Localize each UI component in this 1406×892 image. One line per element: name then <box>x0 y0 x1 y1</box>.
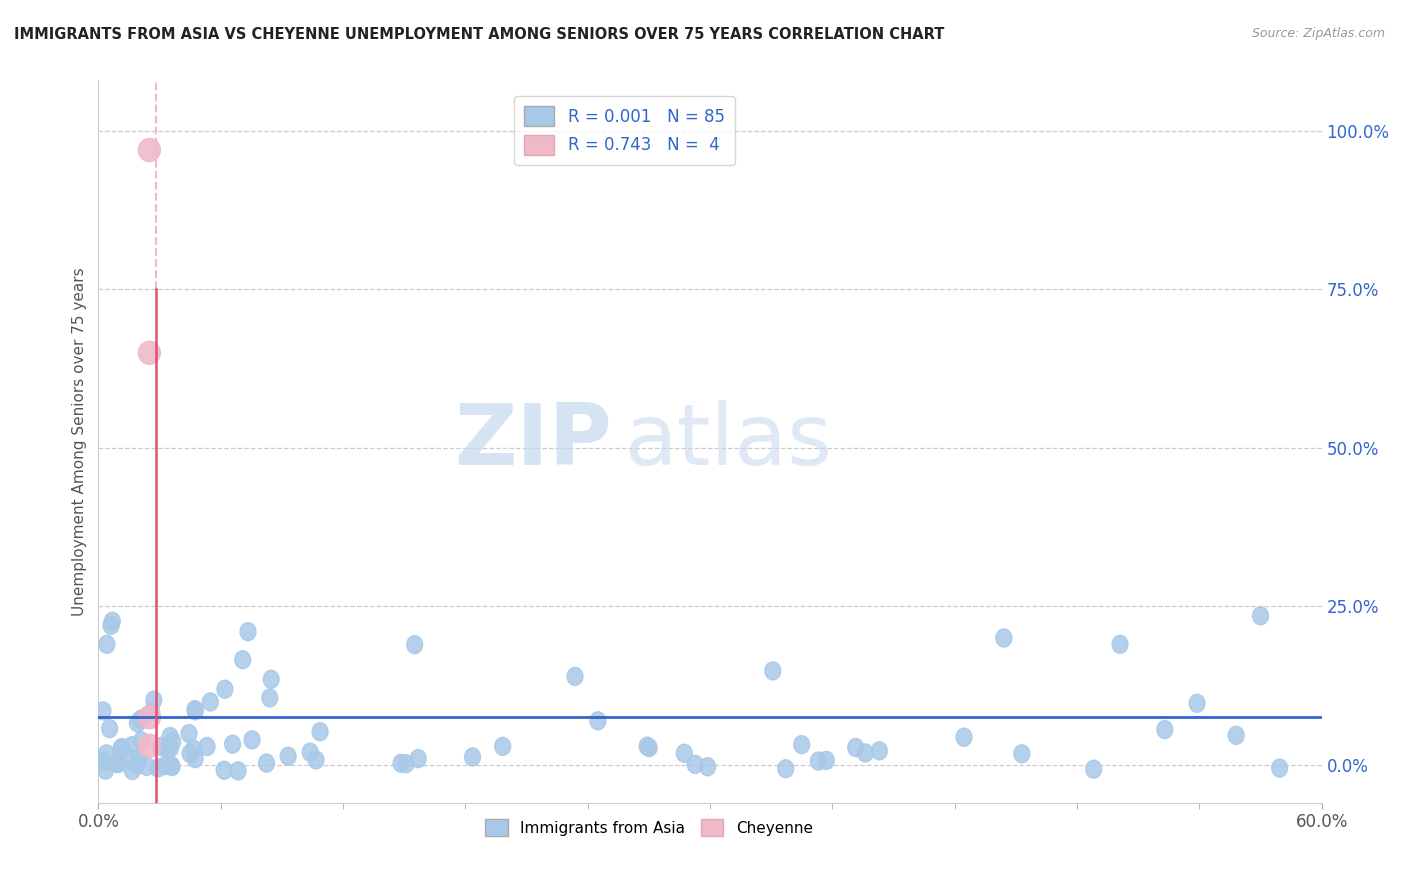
Ellipse shape <box>302 743 318 761</box>
Ellipse shape <box>163 756 179 775</box>
Ellipse shape <box>132 710 149 728</box>
Ellipse shape <box>131 750 146 768</box>
Ellipse shape <box>263 670 280 689</box>
Ellipse shape <box>1085 760 1102 778</box>
Ellipse shape <box>138 138 160 161</box>
Ellipse shape <box>1253 607 1268 625</box>
Ellipse shape <box>676 744 692 763</box>
Y-axis label: Unemployment Among Seniors over 75 years: Unemployment Among Seniors over 75 years <box>72 268 87 615</box>
Ellipse shape <box>245 731 260 749</box>
Ellipse shape <box>1112 635 1128 653</box>
Ellipse shape <box>157 756 173 774</box>
Legend: Immigrants from Asia, Cheyenne: Immigrants from Asia, Cheyenne <box>479 814 818 842</box>
Ellipse shape <box>858 744 873 762</box>
Ellipse shape <box>1189 694 1205 713</box>
Ellipse shape <box>98 745 114 763</box>
Ellipse shape <box>495 738 510 756</box>
Ellipse shape <box>406 636 423 654</box>
Ellipse shape <box>810 752 827 770</box>
Ellipse shape <box>200 738 215 756</box>
Ellipse shape <box>187 700 202 719</box>
Ellipse shape <box>139 757 155 775</box>
Ellipse shape <box>129 714 145 732</box>
Ellipse shape <box>262 689 278 707</box>
Text: ZIP: ZIP <box>454 400 612 483</box>
Text: atlas: atlas <box>624 400 832 483</box>
Ellipse shape <box>765 662 780 680</box>
Ellipse shape <box>97 761 114 779</box>
Ellipse shape <box>280 747 297 765</box>
Ellipse shape <box>150 759 166 777</box>
Ellipse shape <box>259 754 274 772</box>
Ellipse shape <box>111 755 127 772</box>
Text: Source: ZipAtlas.com: Source: ZipAtlas.com <box>1251 27 1385 40</box>
Ellipse shape <box>101 720 118 738</box>
Ellipse shape <box>567 667 583 685</box>
Ellipse shape <box>160 740 176 758</box>
Ellipse shape <box>165 757 180 775</box>
Ellipse shape <box>98 635 115 653</box>
Ellipse shape <box>187 749 202 768</box>
Ellipse shape <box>104 612 121 631</box>
Text: IMMIGRANTS FROM ASIA VS CHEYENNE UNEMPLOYMENT AMONG SENIORS OVER 75 YEARS CORREL: IMMIGRANTS FROM ASIA VS CHEYENNE UNEMPLO… <box>14 27 945 42</box>
Ellipse shape <box>129 756 145 773</box>
Ellipse shape <box>794 736 810 754</box>
Ellipse shape <box>848 739 863 756</box>
Ellipse shape <box>146 691 162 709</box>
Ellipse shape <box>312 723 328 740</box>
Ellipse shape <box>818 751 834 770</box>
Ellipse shape <box>231 762 246 780</box>
Ellipse shape <box>1014 745 1029 763</box>
Ellipse shape <box>398 755 413 772</box>
Ellipse shape <box>165 732 181 751</box>
Ellipse shape <box>202 693 218 711</box>
Ellipse shape <box>591 712 606 730</box>
Ellipse shape <box>112 739 129 757</box>
Ellipse shape <box>872 742 887 760</box>
Ellipse shape <box>138 734 160 757</box>
Ellipse shape <box>138 706 160 729</box>
Ellipse shape <box>96 702 111 720</box>
Ellipse shape <box>143 703 160 721</box>
Ellipse shape <box>1271 759 1288 777</box>
Ellipse shape <box>640 737 655 756</box>
Ellipse shape <box>163 739 179 757</box>
Ellipse shape <box>956 728 972 747</box>
Ellipse shape <box>187 702 204 720</box>
Ellipse shape <box>308 751 323 769</box>
Ellipse shape <box>217 681 233 698</box>
Ellipse shape <box>138 342 160 364</box>
Ellipse shape <box>181 724 197 742</box>
Ellipse shape <box>688 756 703 773</box>
Ellipse shape <box>225 735 240 753</box>
Ellipse shape <box>124 762 141 780</box>
Ellipse shape <box>217 761 232 780</box>
Ellipse shape <box>411 749 426 768</box>
Ellipse shape <box>134 731 149 750</box>
Ellipse shape <box>153 738 169 756</box>
Ellipse shape <box>103 616 120 634</box>
Ellipse shape <box>127 750 142 768</box>
Ellipse shape <box>240 623 256 640</box>
Ellipse shape <box>114 739 129 756</box>
Ellipse shape <box>235 650 250 669</box>
Ellipse shape <box>1157 721 1173 739</box>
Ellipse shape <box>641 739 657 756</box>
Ellipse shape <box>97 753 112 771</box>
Ellipse shape <box>700 757 716 776</box>
Ellipse shape <box>394 755 409 772</box>
Ellipse shape <box>995 629 1012 647</box>
Ellipse shape <box>108 755 125 772</box>
Ellipse shape <box>162 728 179 746</box>
Ellipse shape <box>1229 726 1244 745</box>
Ellipse shape <box>464 747 481 766</box>
Ellipse shape <box>124 737 141 755</box>
Ellipse shape <box>186 740 201 758</box>
Ellipse shape <box>181 745 198 763</box>
Ellipse shape <box>778 760 794 778</box>
